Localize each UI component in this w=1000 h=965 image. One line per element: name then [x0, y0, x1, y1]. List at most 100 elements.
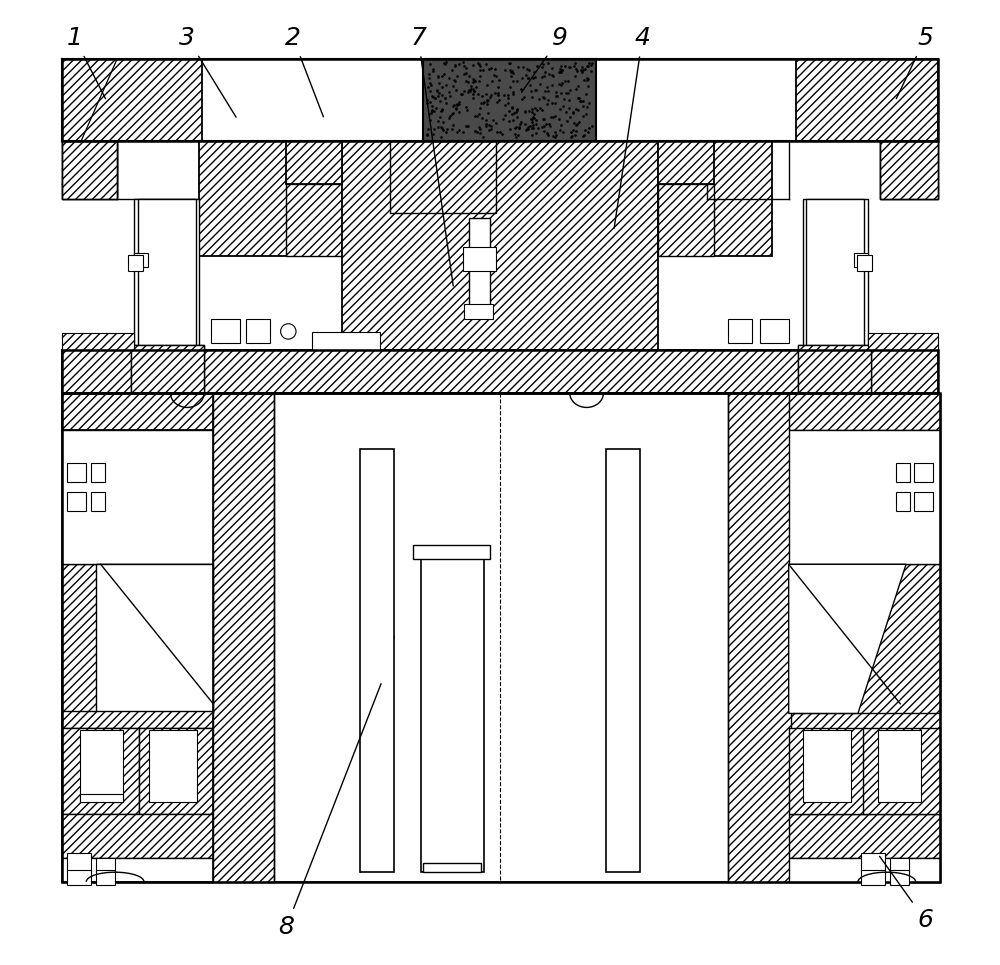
Point [432, 94, 448, 109]
Point [445, 78, 461, 94]
Point [581, 121, 597, 136]
Point [522, 77, 538, 93]
Point [524, 104, 540, 120]
Point [484, 73, 500, 89]
Point [469, 108, 485, 124]
Point [500, 96, 516, 111]
Bar [62, 333, 134, 349]
Point [545, 128, 561, 144]
Bar [789, 565, 940, 713]
Point [456, 83, 472, 98]
Point [539, 96, 555, 112]
Polygon shape [96, 565, 213, 713]
Point [423, 77, 439, 93]
Point [478, 116, 494, 131]
Point [454, 86, 470, 101]
Point [564, 128, 580, 144]
Point [473, 96, 489, 111]
Point [425, 126, 441, 142]
Point [554, 63, 570, 78]
Point [456, 58, 472, 73]
Point [540, 55, 556, 70]
Point [547, 108, 563, 124]
Point [541, 117, 557, 132]
Point [442, 89, 458, 104]
Point [517, 103, 533, 119]
Point [535, 57, 551, 72]
Point [515, 60, 531, 75]
Bar [413, 545, 490, 560]
Point [547, 129, 563, 145]
Point [485, 113, 501, 128]
Point [538, 117, 554, 132]
Point [584, 119, 600, 134]
Bar [139, 728, 213, 814]
Bar [880, 141, 938, 199]
Point [451, 57, 467, 72]
Point [447, 58, 463, 73]
Point [433, 120, 449, 135]
Point [526, 65, 542, 80]
Point [535, 89, 551, 104]
Point [561, 59, 577, 74]
Point [556, 92, 572, 107]
Bar [789, 858, 940, 882]
Point [519, 62, 535, 77]
Point [568, 82, 584, 97]
Bar [789, 728, 866, 814]
Point [460, 118, 476, 133]
Point [442, 109, 458, 124]
Point [472, 59, 488, 74]
Point [422, 112, 438, 127]
Point [468, 79, 484, 95]
Bar [796, 59, 938, 141]
Point [503, 65, 519, 80]
Point [557, 58, 573, 73]
Point [561, 93, 577, 108]
Point [453, 87, 469, 102]
Point [525, 109, 541, 124]
Point [580, 71, 596, 87]
Point [429, 83, 445, 98]
Point [562, 82, 578, 97]
Point [536, 118, 552, 133]
Point [424, 98, 440, 114]
Point [469, 124, 485, 140]
Point [480, 92, 496, 107]
Point [465, 90, 481, 105]
Point [456, 67, 472, 82]
Bar [62, 858, 213, 882]
Bar [806, 199, 864, 349]
Point [466, 71, 482, 87]
Point [520, 122, 536, 137]
Point [549, 89, 565, 104]
Point [583, 64, 599, 79]
Bar [62, 59, 202, 141]
Point [520, 70, 536, 86]
Point [483, 119, 499, 134]
Point [496, 87, 512, 102]
Point [478, 86, 494, 101]
Point [548, 127, 564, 143]
Point [438, 96, 454, 111]
Point [505, 86, 521, 101]
Point [527, 100, 543, 116]
Point [574, 60, 590, 75]
Point [431, 75, 447, 91]
Point [570, 78, 586, 94]
Point [530, 120, 546, 135]
Point [548, 88, 564, 103]
Point [488, 115, 504, 130]
Point [576, 127, 592, 143]
Bar [211, 318, 240, 343]
Point [419, 126, 435, 142]
Point [520, 69, 536, 85]
Point [529, 102, 545, 118]
Point [567, 127, 583, 143]
Point [479, 94, 495, 109]
Point [423, 106, 439, 122]
Point [534, 69, 550, 85]
Point [536, 112, 552, 127]
Point [517, 104, 533, 120]
Point [532, 100, 548, 116]
